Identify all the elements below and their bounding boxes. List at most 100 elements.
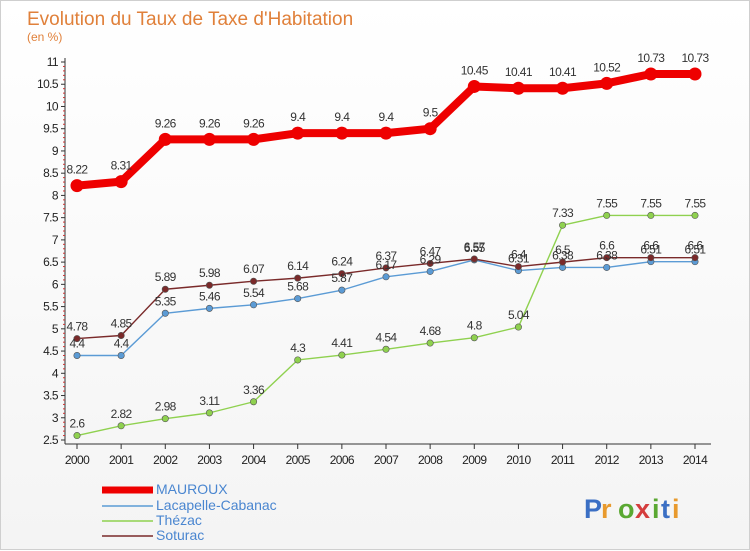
data-point bbox=[514, 323, 522, 331]
y-tick-label: 5 bbox=[52, 322, 59, 336]
data-label: 9.26 bbox=[243, 116, 265, 130]
data-point bbox=[559, 221, 567, 229]
y-tick-label: 2.5 bbox=[43, 433, 59, 447]
axes: 2.533.544.555.566.577.588.599.51010.5112… bbox=[37, 55, 711, 467]
data-point bbox=[117, 331, 125, 339]
data-label: 4.4 bbox=[114, 337, 130, 351]
x-tick-label: 2002 bbox=[153, 453, 178, 467]
y-tick-label: 4.5 bbox=[43, 344, 59, 358]
data-point bbox=[205, 409, 213, 417]
legend-label: Thézac bbox=[156, 512, 202, 528]
logo-letter: P bbox=[584, 494, 602, 524]
data-point bbox=[644, 67, 658, 81]
data-label: 7.55 bbox=[596, 196, 618, 210]
data-point bbox=[250, 301, 258, 309]
y-tick-label: 3 bbox=[52, 411, 59, 425]
data-label: 5.46 bbox=[199, 289, 221, 303]
data-label: 5.68 bbox=[287, 280, 309, 294]
data-label: 6.31 bbox=[508, 252, 530, 266]
data-point bbox=[691, 211, 699, 219]
data-point bbox=[647, 254, 655, 262]
x-tick-label: 2004 bbox=[241, 453, 266, 467]
data-label: 10.41 bbox=[549, 65, 577, 79]
data-label: 3.36 bbox=[243, 383, 265, 397]
data-label: 6.51 bbox=[640, 243, 662, 257]
logo-letter: o bbox=[618, 494, 635, 524]
data-label: 4.54 bbox=[376, 330, 398, 344]
x-tick-label: 2013 bbox=[639, 453, 664, 467]
data-point bbox=[73, 432, 81, 440]
data-label: 6.57 bbox=[464, 240, 486, 254]
y-tick-label: 11 bbox=[47, 55, 59, 69]
data-label: 5.35 bbox=[155, 294, 177, 308]
logo-letter: r bbox=[601, 494, 612, 524]
legend-label: MAUROUX bbox=[156, 481, 228, 497]
y-tick-label: 9 bbox=[52, 144, 59, 158]
data-point bbox=[338, 286, 346, 294]
data-label: 5.98 bbox=[199, 266, 221, 280]
data-point bbox=[70, 179, 84, 193]
x-tick-label: 2000 bbox=[65, 453, 90, 467]
data-label: 8.31 bbox=[111, 159, 133, 173]
data-label: 6.38 bbox=[596, 248, 618, 262]
data-label: 2.98 bbox=[155, 400, 177, 414]
data-label: 6.5 bbox=[555, 243, 571, 257]
y-tick-label: 10 bbox=[46, 99, 59, 113]
data-point bbox=[382, 264, 390, 272]
data-label: 6.6 bbox=[643, 239, 659, 253]
logo-letter: t bbox=[661, 494, 670, 524]
y-tick-label: 4 bbox=[52, 366, 59, 380]
data-label: 9.4 bbox=[290, 110, 306, 124]
legend-label: Lacapelle-Cabanac bbox=[156, 497, 277, 513]
data-label: 2.82 bbox=[111, 407, 133, 421]
data-label: 10.73 bbox=[681, 51, 709, 65]
data-label: 6.07 bbox=[243, 262, 265, 276]
data-labels: 2.6 2.82 2.98 3.11 3.36 4.3 4.41 4.54 4.68 4.8 5.0… bbox=[67, 51, 711, 431]
data-point bbox=[423, 122, 437, 136]
data-point bbox=[161, 415, 169, 423]
data-point bbox=[250, 398, 258, 406]
y-tick-label: 8.5 bbox=[43, 166, 59, 180]
series-points bbox=[70, 67, 702, 440]
data-point bbox=[514, 263, 522, 271]
data-label: 6.37 bbox=[376, 249, 398, 263]
data-point bbox=[250, 277, 258, 285]
y-tick-label: 7 bbox=[52, 233, 59, 247]
data-label: 6.24 bbox=[331, 255, 353, 269]
data-label: 3.11 bbox=[199, 394, 220, 408]
data-label: 6.38 bbox=[552, 248, 574, 262]
data-point bbox=[426, 339, 434, 347]
data-point bbox=[470, 334, 478, 342]
data-label: 6.17 bbox=[376, 258, 398, 272]
data-point bbox=[511, 81, 525, 95]
data-label: 9.26 bbox=[199, 116, 221, 130]
data-label: 2.6 bbox=[70, 417, 86, 431]
data-point bbox=[688, 67, 702, 81]
data-point bbox=[382, 273, 390, 281]
data-label: 6.4 bbox=[511, 248, 527, 262]
data-point bbox=[559, 258, 567, 266]
data-label: 8.22 bbox=[67, 163, 89, 177]
data-point bbox=[556, 81, 570, 95]
y-tick-label: 10.5 bbox=[37, 77, 59, 91]
data-point bbox=[338, 351, 346, 359]
data-point bbox=[117, 352, 125, 360]
data-label: 6.51 bbox=[685, 243, 707, 257]
data-label: 6.29 bbox=[420, 252, 442, 266]
chart-subtitle: (en %) bbox=[27, 30, 62, 44]
data-point bbox=[426, 267, 434, 275]
data-point bbox=[294, 295, 302, 303]
y-tick-label: 6 bbox=[52, 277, 59, 291]
data-label: 10.52 bbox=[593, 60, 621, 74]
data-point bbox=[291, 126, 305, 140]
data-point bbox=[247, 132, 261, 146]
data-point bbox=[335, 126, 349, 140]
x-tick-label: 2003 bbox=[197, 453, 222, 467]
data-label: 7.55 bbox=[640, 196, 662, 210]
data-label: 9.4 bbox=[379, 110, 395, 124]
data-point bbox=[117, 422, 125, 430]
data-point bbox=[202, 132, 216, 146]
y-tick-label: 3.5 bbox=[43, 389, 59, 403]
